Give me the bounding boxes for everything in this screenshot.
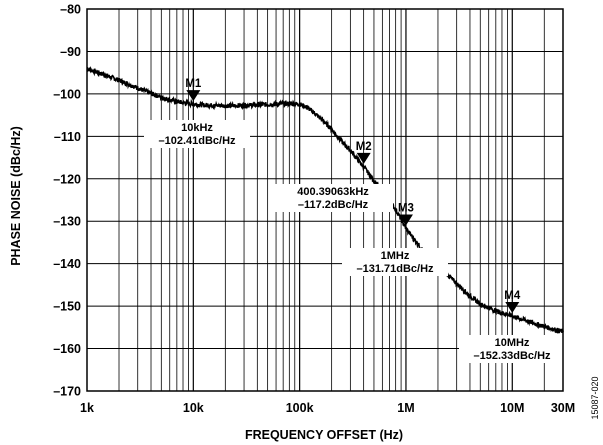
- marker-m3-value: –131.71dBc/Hz: [356, 263, 434, 275]
- y-axis-title: PHASE NOISE (dBc/Hz): [9, 126, 23, 266]
- annotation-background: [342, 248, 448, 276]
- y-tick-label: –130: [53, 215, 81, 229]
- figure-id: 15087-020: [590, 376, 600, 419]
- marker-m4-frequency: 10MHz: [495, 337, 530, 349]
- x-tick-label: 30M: [551, 401, 575, 415]
- marker-m3-frequency: 1MHz: [381, 250, 410, 262]
- y-tick-label: –120: [53, 172, 81, 186]
- plot-frame: [86, 8, 564, 392]
- x-tick-label: 1M: [397, 401, 414, 415]
- x-tick-label: 10M: [500, 401, 524, 415]
- x-tick-label: 100k: [286, 401, 314, 415]
- marker-m1-value: –102.41dBc/Hz: [158, 135, 236, 147]
- marker-m2-label: M2: [356, 141, 372, 153]
- y-tick-label: –80: [60, 3, 81, 17]
- y-tick-label: –150: [53, 300, 81, 314]
- marker-m4-label: M4: [504, 290, 521, 302]
- series-layer: [86, 65, 564, 334]
- marker-m4-value: –152.33dBc/Hz: [473, 350, 551, 362]
- marker-m4-triangle: [505, 302, 520, 314]
- annotation-background: [459, 335, 565, 363]
- tick-labels: 1k 10k 100k 1M 10M 30M –80 –90 –100 –110 –120 –130 –…: [53, 3, 575, 416]
- marker-m1-frequency: 10kHz: [181, 122, 213, 134]
- marker-m3-label: M3: [398, 202, 414, 214]
- y-tick-label: –100: [53, 87, 81, 101]
- y-tick-label: –90: [60, 45, 81, 59]
- y-tick-label: –140: [53, 257, 81, 271]
- marker-m3-triangle: [398, 214, 413, 226]
- annotation-background: [144, 120, 250, 148]
- y-tick-label: –170: [53, 385, 81, 399]
- marker-m2-triangle: [356, 152, 371, 164]
- annotation-background: [273, 184, 393, 212]
- marker-m1-triangle: [186, 90, 201, 102]
- marker-m2-frequency: 400.39063kHz: [297, 186, 369, 198]
- marker-m2-value: –117.2dBc/Hz: [298, 199, 369, 211]
- y-tick-label: –160: [53, 342, 81, 356]
- x-tick-label: 1k: [80, 401, 94, 415]
- x-axis-title: FREQUENCY OFFSET (Hz): [245, 428, 403, 442]
- series-line: [86, 65, 564, 334]
- x-tick-label: 10k: [183, 401, 204, 415]
- y-tick-label: –110: [54, 130, 81, 144]
- marker-layer: M1 10kHz–102.41dBc/Hz M2 400.39063kHz–117.2…: [144, 78, 565, 363]
- marker-m1-label: M1: [185, 78, 202, 90]
